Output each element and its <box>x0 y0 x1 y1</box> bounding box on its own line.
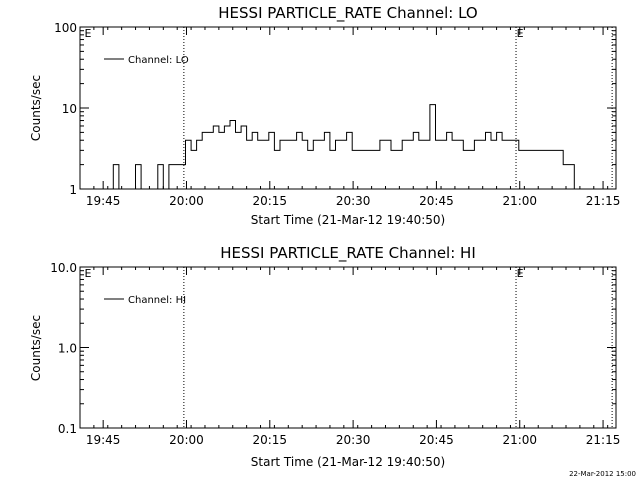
x-tick-label: 20:30 <box>336 194 371 208</box>
event-marker-label: E <box>517 267 524 280</box>
x-tick-label: 21:00 <box>502 433 537 447</box>
y-tick-label: 100 <box>54 21 77 35</box>
y-tick-label: 10.0 <box>50 261 77 275</box>
legend: Channel: HI <box>104 295 186 306</box>
x-tick-label: 20:15 <box>252 194 287 208</box>
x-tick-label: 21:15 <box>586 433 621 447</box>
plot-timestamp: 22-Mar-2012 15:00 <box>569 470 636 478</box>
legend: Channel: LO <box>104 55 189 66</box>
y-axis-label: Counts/sec <box>29 315 43 381</box>
legend-label: Channel: HI <box>128 295 186 306</box>
plot-frame <box>79 266 617 429</box>
x-tick-label: 21:15 <box>586 194 621 208</box>
x-tick-label: 19:45 <box>86 194 121 208</box>
chart-title: HESSI PARTICLE_RATE Channel: HI <box>220 244 476 263</box>
legend-label: Channel: LO <box>128 55 189 66</box>
x-axis-label: Start Time (21-Mar-12 19:40:50) <box>251 213 445 227</box>
event-marker-label: E <box>517 27 524 40</box>
event-marker-label: E <box>84 267 91 280</box>
chart-panel-lo: HESSI PARTICLE_RATE Channel: LO Counts/s… <box>29 4 620 227</box>
y-axis-label: Counts/sec <box>29 75 43 141</box>
chart-panel-hi: HESSI PARTICLE_RATE Channel: HI Counts/s… <box>29 244 620 469</box>
chart-title: HESSI PARTICLE_RATE Channel: LO <box>218 4 477 23</box>
x-tick-label: 20:45 <box>419 433 454 447</box>
y-tick-label: 1.0 <box>58 342 77 356</box>
x-tick-label: 20:00 <box>169 433 204 447</box>
series-line <box>112 104 581 189</box>
x-tick-label: 20:15 <box>252 433 287 447</box>
x-tick-label: 21:00 <box>502 194 537 208</box>
x-tick-label: 20:45 <box>419 194 454 208</box>
x-tick-label: 20:30 <box>336 433 371 447</box>
event-marker-label: E <box>84 27 91 40</box>
y-tick-label: 0.1 <box>58 422 77 436</box>
x-tick-label: 20:00 <box>169 194 204 208</box>
x-axis-label: Start Time (21-Mar-12 19:40:50) <box>251 455 445 469</box>
y-tick-label: 10 <box>62 102 77 116</box>
x-tick-label: 19:45 <box>86 433 121 447</box>
y-tick-label: 1 <box>69 183 77 197</box>
